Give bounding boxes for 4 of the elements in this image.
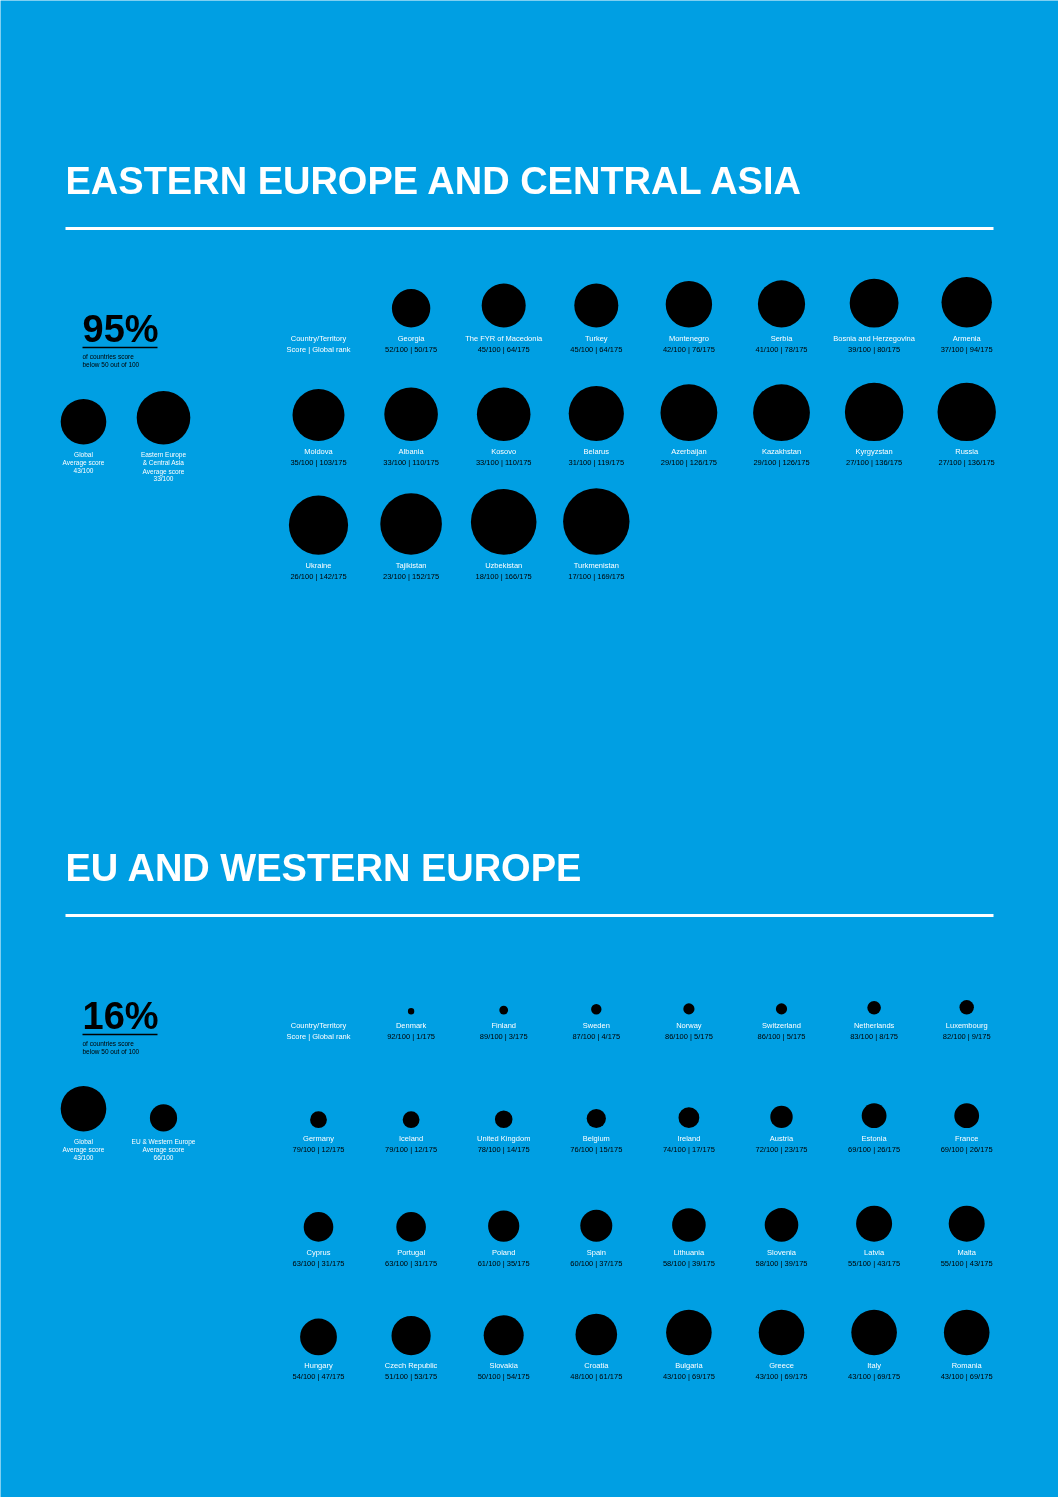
text: EU AND WESTERN EUROPE <box>65 846 582 889</box>
text: 16% <box>82 994 159 1037</box>
text: EASTERN EUROPE AND CENTRAL ASIA <box>65 159 801 202</box>
text: 95% <box>82 307 159 350</box>
